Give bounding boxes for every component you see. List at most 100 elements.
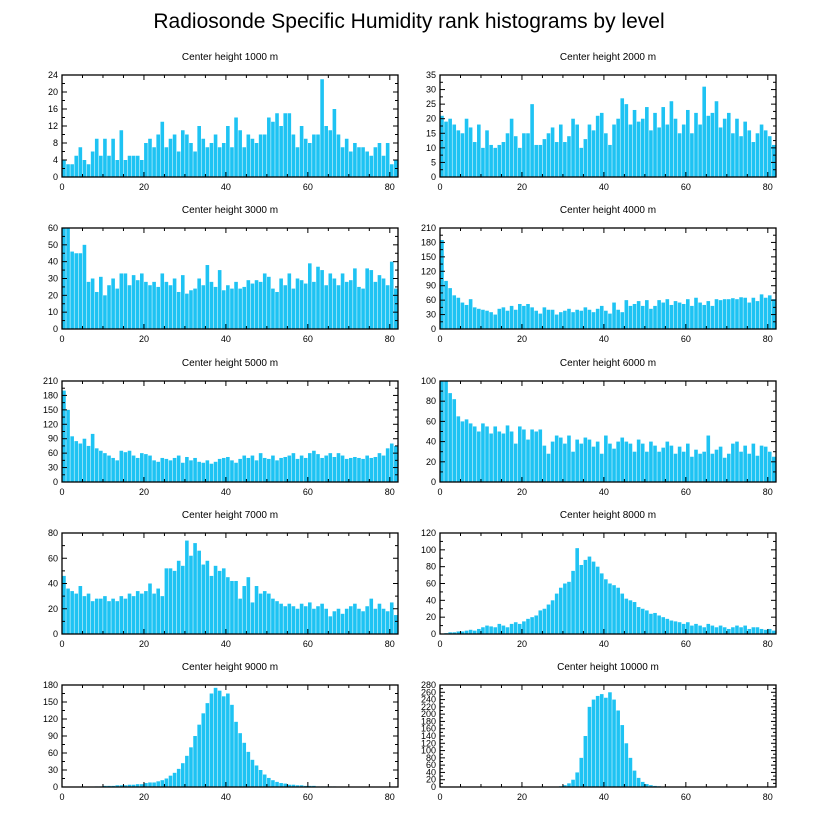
bar bbox=[690, 625, 694, 634]
bar bbox=[575, 548, 579, 634]
y-tick-label: 40 bbox=[48, 579, 58, 589]
bar bbox=[348, 151, 353, 177]
y-tick-label: 20 bbox=[426, 114, 436, 124]
bar bbox=[686, 622, 690, 634]
bar bbox=[156, 286, 160, 329]
bar bbox=[538, 144, 543, 177]
bar bbox=[348, 280, 353, 329]
y-tick-label: 0 bbox=[53, 477, 58, 487]
bar bbox=[747, 453, 752, 482]
bar bbox=[152, 782, 156, 787]
bar bbox=[189, 143, 193, 177]
bar bbox=[456, 130, 461, 177]
x-tick-label: 0 bbox=[437, 334, 442, 344]
bar bbox=[324, 608, 328, 634]
bar bbox=[107, 155, 111, 177]
bar bbox=[242, 742, 247, 787]
bar bbox=[731, 133, 735, 177]
bar bbox=[567, 581, 571, 634]
bar bbox=[608, 583, 612, 634]
bar bbox=[624, 104, 629, 177]
bar bbox=[481, 423, 485, 482]
bar bbox=[751, 142, 756, 177]
panel-frame bbox=[61, 684, 399, 788]
bar bbox=[316, 606, 320, 634]
y-tick-label: 30 bbox=[426, 85, 436, 95]
bar bbox=[250, 455, 255, 482]
bar bbox=[316, 134, 320, 177]
bar bbox=[385, 285, 390, 329]
bar bbox=[353, 143, 357, 177]
bar bbox=[324, 126, 328, 177]
bar bbox=[144, 783, 148, 787]
bar bbox=[361, 147, 365, 177]
bar bbox=[714, 627, 719, 634]
bar bbox=[90, 433, 95, 482]
bar bbox=[299, 126, 304, 177]
bar bbox=[332, 456, 337, 482]
x-tick-label: 20 bbox=[139, 639, 149, 649]
y-tick-label: 0 bbox=[431, 172, 436, 182]
bar bbox=[513, 622, 518, 634]
bar bbox=[221, 143, 226, 177]
y-tick-label: 60 bbox=[426, 579, 436, 589]
bar bbox=[587, 706, 592, 787]
bar bbox=[763, 629, 768, 634]
bar bbox=[509, 431, 514, 482]
bar bbox=[221, 290, 226, 329]
panel-1: Center height 1000 m 0 20 40 60 80 0 4 8 12 16 20 24 bbox=[48, 52, 399, 192]
bar bbox=[452, 399, 457, 482]
bar bbox=[530, 104, 534, 177]
bar bbox=[201, 285, 206, 329]
bar bbox=[123, 452, 128, 482]
x-tick-label: 20 bbox=[517, 334, 527, 344]
x-tick-label: 80 bbox=[763, 334, 773, 344]
x-tick-label: 20 bbox=[517, 182, 527, 192]
bar bbox=[583, 139, 588, 177]
y-tick-label: 100 bbox=[421, 545, 436, 555]
bar bbox=[620, 437, 625, 482]
bar bbox=[718, 127, 723, 177]
bar bbox=[131, 455, 136, 482]
panel-title: Center height 5000 m bbox=[182, 358, 278, 369]
bar bbox=[144, 454, 148, 482]
bar bbox=[530, 307, 534, 329]
y-tick-label: 30 bbox=[426, 310, 436, 320]
y-tick-label: 40 bbox=[426, 767, 436, 777]
y-tick-label: 0 bbox=[431, 477, 436, 487]
bar bbox=[185, 540, 189, 634]
bar bbox=[518, 303, 522, 329]
bar bbox=[62, 575, 66, 634]
y-tick-label: 0 bbox=[431, 324, 436, 334]
bar bbox=[107, 285, 111, 329]
bar bbox=[653, 445, 657, 482]
bar bbox=[353, 603, 357, 634]
bar bbox=[518, 623, 522, 634]
bar bbox=[193, 288, 197, 329]
bar bbox=[632, 602, 637, 634]
bar bbox=[456, 297, 461, 329]
bar bbox=[747, 130, 752, 177]
x-tick-label: 0 bbox=[437, 487, 442, 497]
bar bbox=[636, 777, 641, 787]
bar bbox=[550, 600, 555, 634]
bar bbox=[755, 301, 760, 329]
bar bbox=[694, 297, 698, 329]
bar bbox=[669, 304, 674, 329]
bar bbox=[591, 561, 596, 634]
bar bbox=[357, 147, 361, 177]
bar bbox=[271, 288, 275, 329]
bar bbox=[702, 86, 706, 177]
bar bbox=[234, 117, 238, 177]
bar bbox=[538, 429, 543, 482]
bar bbox=[755, 627, 760, 634]
bar bbox=[747, 302, 752, 329]
bar bbox=[739, 627, 743, 634]
bar bbox=[221, 568, 226, 634]
bar bbox=[595, 695, 600, 787]
bar bbox=[513, 443, 518, 482]
bar bbox=[262, 457, 267, 482]
bar bbox=[583, 736, 588, 787]
bar bbox=[518, 147, 522, 177]
bar bbox=[587, 439, 592, 482]
